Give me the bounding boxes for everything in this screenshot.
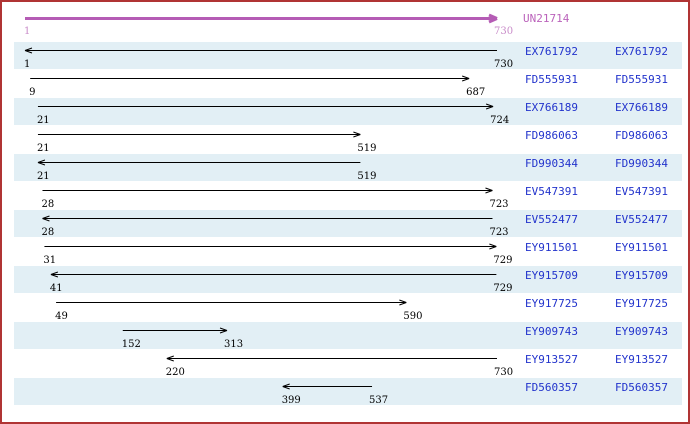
- alignment-start-pos: 31: [43, 255, 57, 266]
- alignment-start-pos: 21: [36, 143, 50, 154]
- alignment-arrow-EV547391: [42, 187, 493, 194]
- accession-label-primary[interactable]: EY911501: [525, 241, 578, 254]
- row-stripe: [14, 154, 682, 181]
- accession-label-primary[interactable]: EY909743: [525, 325, 578, 338]
- reference-end-pos: 730: [494, 26, 514, 37]
- accession-label-secondary[interactable]: EY913527: [615, 353, 668, 366]
- alignment-end-pos: 723: [489, 199, 509, 210]
- accession-label-primary[interactable]: EV552477: [525, 213, 578, 226]
- alignment-start-pos: 49: [55, 311, 68, 322]
- alignment-start-pos: 21: [36, 171, 50, 182]
- alignment-start-pos: 220: [165, 367, 185, 378]
- accession-label-primary[interactable]: EY913527: [525, 353, 578, 366]
- alignment-end-pos: 730: [494, 367, 514, 378]
- alignment-end-pos: 537: [369, 395, 389, 406]
- alignment-start-pos: 152: [121, 339, 141, 350]
- alignment-start-pos: 41: [49, 283, 63, 294]
- accession-label-secondary[interactable]: FD986063: [615, 129, 668, 142]
- alignment-start-pos: 28: [41, 227, 55, 238]
- accession-label-secondary[interactable]: EY911501: [615, 241, 668, 254]
- accession-label-secondary[interactable]: FD990344: [615, 157, 668, 170]
- reference-start-pos: 1: [24, 26, 31, 37]
- accession-label-secondary[interactable]: EY915709: [615, 269, 668, 282]
- alignment-arrow-FD986063: [37, 131, 361, 138]
- alignment-arrow-EY911501: [44, 243, 497, 250]
- accession-label-secondary[interactable]: EY909743: [615, 325, 668, 338]
- row-stripe: [14, 98, 682, 125]
- alignment-start-pos: 399: [281, 395, 301, 406]
- alignment-start-pos: 9: [29, 87, 36, 98]
- accession-label-primary[interactable]: FD986063: [525, 129, 578, 142]
- row-stripe: [14, 322, 682, 349]
- alignment-end-pos: 519: [357, 143, 377, 154]
- accession-label-primary[interactable]: EX766189: [525, 101, 578, 114]
- accession-label-secondary[interactable]: EY917725: [615, 297, 668, 310]
- alignment-end-pos: 729: [493, 255, 513, 266]
- accession-label-primary[interactable]: FD990344: [525, 157, 578, 170]
- alignment-end-pos: 590: [403, 311, 423, 322]
- accession-label-secondary[interactable]: EX761792: [615, 45, 668, 58]
- row-stripe: [14, 210, 682, 237]
- alignment-end-pos: 687: [466, 87, 486, 98]
- alignment-end-pos: 730: [494, 59, 514, 70]
- alignment-end-pos: 313: [224, 339, 244, 350]
- accession-label-secondary[interactable]: EV552477: [615, 213, 668, 226]
- alignment-end-pos: 724: [490, 115, 510, 126]
- row-stripe: [14, 378, 682, 405]
- accession-label-primary[interactable]: EY915709: [525, 269, 578, 282]
- alignment-end-pos: 729: [493, 283, 513, 294]
- accession-label-secondary[interactable]: EX766189: [615, 101, 668, 114]
- accession-label-primary[interactable]: EX761792: [525, 45, 578, 58]
- accession-label-primary[interactable]: FD555931: [525, 73, 578, 86]
- alignment-end-pos: 723: [489, 227, 509, 238]
- alignment-start-pos: 1: [24, 59, 31, 70]
- alignment-end-pos: 519: [357, 171, 377, 182]
- accession-label-primary[interactable]: EV547391: [525, 185, 578, 198]
- reference-label: UN21714: [523, 12, 570, 25]
- alignment-start-pos: 28: [41, 199, 55, 210]
- alignment-arrow-EY917725: [56, 299, 407, 306]
- reference-arrow: [25, 13, 498, 24]
- alignment-start-pos: 21: [36, 115, 50, 126]
- accession-label-secondary[interactable]: FD560357: [615, 381, 668, 394]
- accession-label-secondary[interactable]: FD555931: [615, 73, 668, 86]
- accession-label-primary[interactable]: EY917725: [525, 297, 578, 310]
- accession-label-secondary[interactable]: EV547391: [615, 185, 668, 198]
- row-stripe: [14, 42, 682, 69]
- alignment-arrow-EY913527: [166, 355, 497, 362]
- alignment-arrow-FD555931: [30, 75, 470, 82]
- accession-label-primary[interactable]: FD560357: [525, 381, 578, 394]
- row-stripe: [14, 266, 682, 293]
